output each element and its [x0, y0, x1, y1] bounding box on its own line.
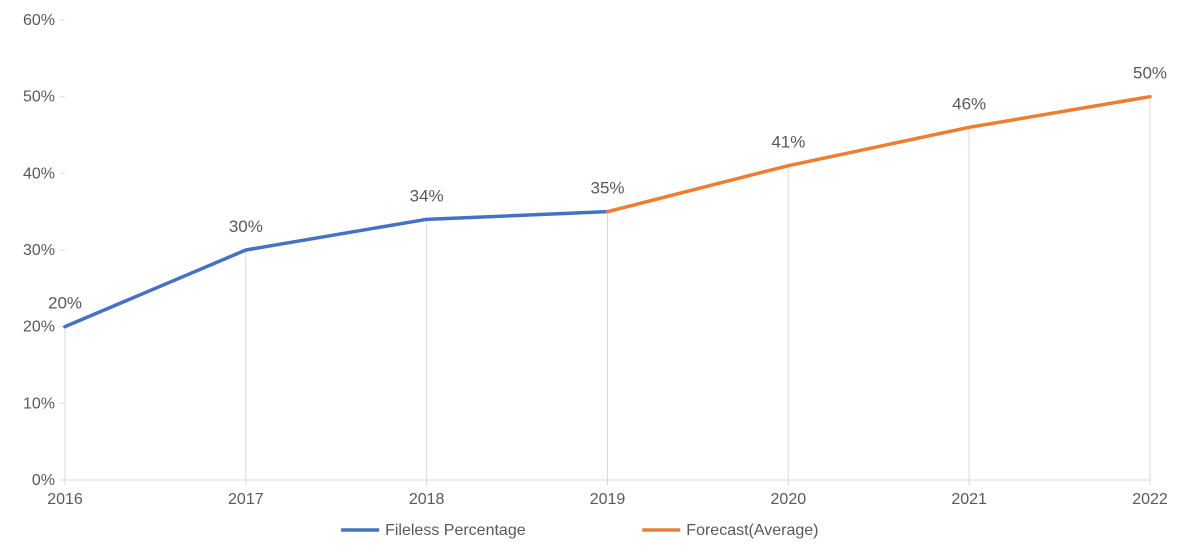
- y-tick-label: 60%: [23, 12, 55, 29]
- chart-svg: 0% 10% 20% 30% 40% 50% 60% 2016 2017 2018 2019 2020…: [10, 10, 1167, 549]
- data-label: 35%: [590, 179, 624, 198]
- data-label: 46%: [952, 94, 986, 113]
- x-tick-label: 2019: [590, 491, 626, 508]
- data-label: 30%: [229, 217, 263, 236]
- y-tick-label: 50%: [23, 89, 55, 106]
- data-label: 41%: [771, 133, 805, 152]
- x-tick-label: 2021: [951, 491, 987, 508]
- y-tick-label: 30%: [23, 242, 55, 259]
- data-label: 50%: [1133, 64, 1167, 83]
- legend-label: Fileless Percentage: [385, 522, 526, 539]
- data-label: 20%: [48, 294, 82, 313]
- x-tick-label: 2017: [228, 491, 264, 508]
- x-tick-label: 2018: [409, 491, 445, 508]
- y-tick-label: 20%: [23, 319, 55, 336]
- data-label: 34%: [410, 186, 444, 205]
- x-tick-label: 2020: [771, 491, 807, 508]
- x-tick-label: 2016: [47, 491, 83, 508]
- x-tick-label: 2022: [1132, 491, 1167, 508]
- y-tick-label: 40%: [23, 165, 55, 182]
- legend-label: Forecast(Average): [686, 522, 818, 539]
- line-chart: 0% 10% 20% 30% 40% 50% 60% 2016 2017 2018 2019 2020…: [10, 10, 1167, 549]
- y-tick-label: 10%: [23, 395, 55, 412]
- y-tick-label: 0%: [32, 472, 55, 489]
